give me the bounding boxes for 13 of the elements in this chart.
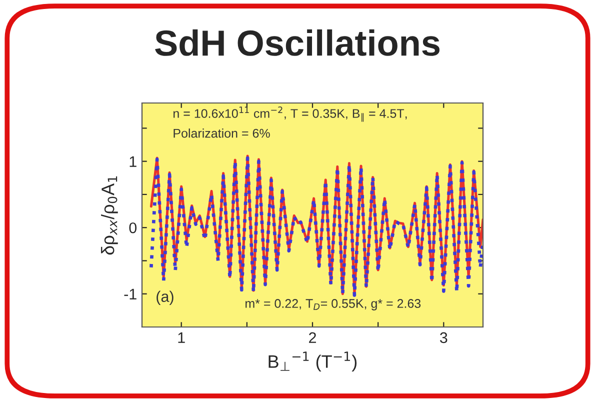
annotation: m* = 0.22, T$_{D}$= 0.55K, g* = 2.63 [246,299,421,310]
annotation: n = 10.6x10$^{11}$ cm$^{−2}$, T = 0.35K, B$_{∥}$ = 4.5T, [174,106,407,122]
y-axis-title: δρ$_{xx}$/ρ$_{0}$A$_{1}$ [101,176,118,255]
y-tick-label: 0 [129,222,137,234]
y-tick-label: -1 [124,288,136,300]
annotation: (a) [156,290,174,305]
annotation: Polarization = 6% [174,128,270,138]
x-tick-label: 3 [440,332,448,344]
x-tick-label: 1 [178,332,185,343]
y-tick-label: 1 [130,156,136,167]
x-tick-label: 2 [309,332,316,343]
chart-title: SdH Oscillations [155,29,440,56]
x-axis-title: B$_{⊥}$$^{−1}$ (T$^{−1}$) [268,352,357,372]
